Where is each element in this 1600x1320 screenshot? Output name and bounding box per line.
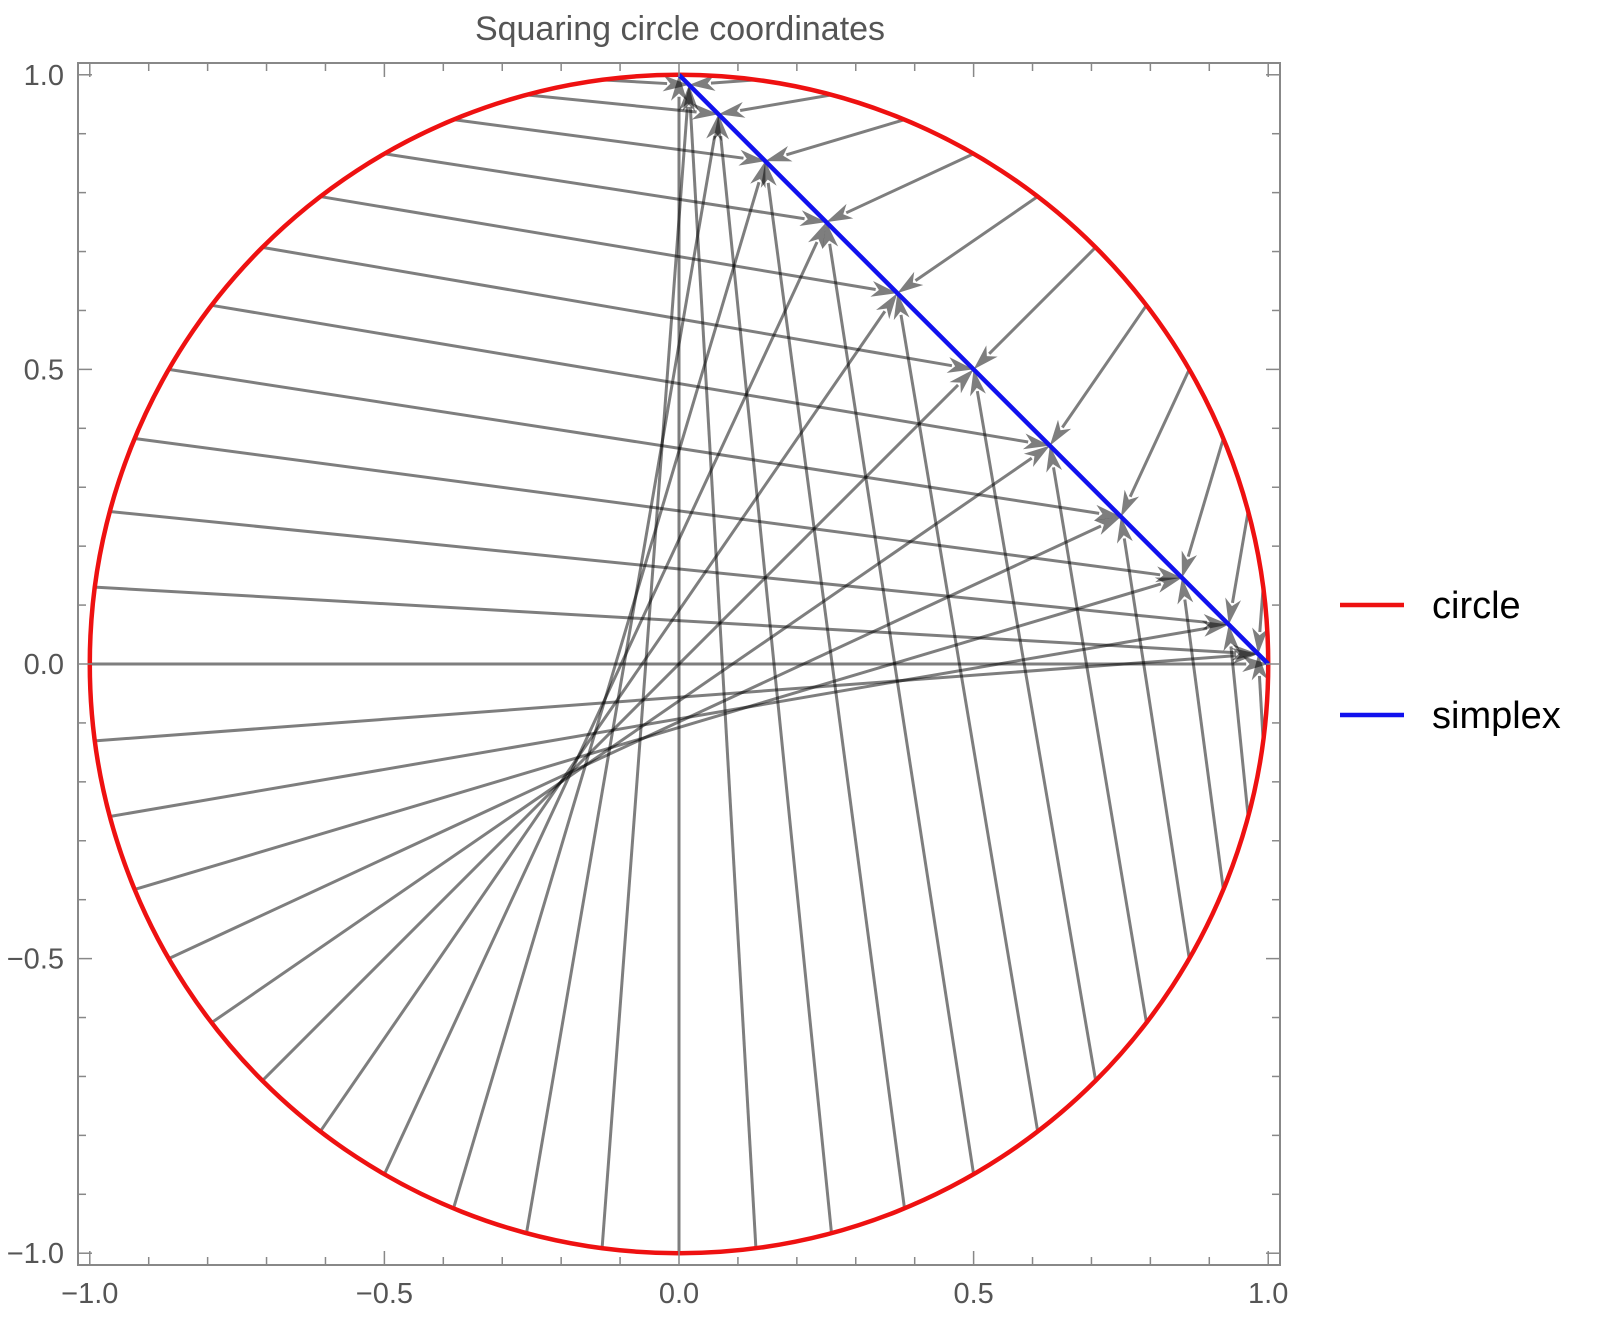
y-tick-label: −1.0 — [7, 1238, 64, 1270]
arrow-21 — [1177, 577, 1225, 890]
x-tick-label: 0.5 — [953, 1278, 993, 1310]
ticks-layer: −1.0 −0.5 0.0 0.5 1.0 1.0 0.5 0.0 −0.5 −1.0 — [7, 60, 1289, 1310]
arrow-19 — [1046, 445, 1148, 1023]
legend-label: simplex — [1432, 695, 1561, 737]
arrow-45 — [134, 437, 1182, 583]
series-simplex — [677, 73, 1270, 666]
arrow-40 — [384, 152, 827, 227]
arrow-6 — [261, 369, 974, 1082]
arrow-15 — [760, 161, 906, 1209]
y-tick-label: −0.5 — [7, 944, 64, 976]
arrow-44 — [168, 367, 1121, 521]
arrow-9 — [452, 161, 766, 1209]
arrow-42 — [262, 245, 974, 373]
legend-item-simplex: simplex — [1340, 695, 1561, 737]
arrow-4 — [168, 516, 1121, 960]
arrow-20 — [1116, 516, 1191, 959]
legend: circle simplex — [1340, 585, 1561, 737]
arrow-33 — [765, 118, 905, 162]
arrow-17 — [893, 293, 1040, 1132]
arrow-46 — [109, 510, 1229, 630]
arrow-16 — [822, 222, 976, 1175]
arrow-26 — [1225, 511, 1250, 625]
arrow-3 — [134, 577, 1182, 891]
arrow-12 — [671, 74, 687, 1254]
arrow-39 — [453, 118, 766, 166]
arrow-31 — [897, 195, 1039, 294]
x-tick-label: 0.0 — [659, 1278, 699, 1310]
legend-item-circle: circle — [1340, 585, 1521, 627]
y-tick-label: 0.5 — [24, 354, 64, 386]
arrow-10 — [525, 114, 722, 1234]
arrow-0 — [89, 656, 1269, 672]
arrow-22 — [1223, 624, 1250, 817]
arrow-30 — [973, 246, 1097, 370]
arrows-layer — [89, 74, 1269, 1254]
arrow-29 — [1049, 304, 1148, 446]
arrow-14 — [713, 114, 833, 1234]
arrow-8 — [383, 222, 827, 1175]
y-tick-label: 0.0 — [24, 649, 64, 681]
arrow-41 — [320, 195, 898, 297]
arrow-47 — [94, 585, 1259, 661]
x-tick-label: −0.5 — [356, 1278, 413, 1310]
chart-title: Squaring circle coordinates — [475, 10, 885, 48]
arrow-43 — [211, 303, 1050, 450]
arrow-32 — [826, 152, 975, 223]
legend-label: circle — [1432, 585, 1521, 627]
arrow-5 — [210, 445, 1050, 1024]
arrow-38 — [526, 93, 719, 120]
x-tick-label: 1.0 — [1248, 1278, 1288, 1310]
arrow-18 — [970, 369, 1098, 1081]
arrow-7 — [319, 293, 898, 1133]
arrow-34 — [718, 93, 832, 118]
arrow-2 — [109, 621, 1229, 818]
arrow-27 — [1181, 438, 1225, 578]
arrow-28 — [1120, 368, 1191, 517]
y-tick-label: 1.0 — [24, 60, 64, 92]
x-tick-label: −1.0 — [61, 1278, 118, 1310]
